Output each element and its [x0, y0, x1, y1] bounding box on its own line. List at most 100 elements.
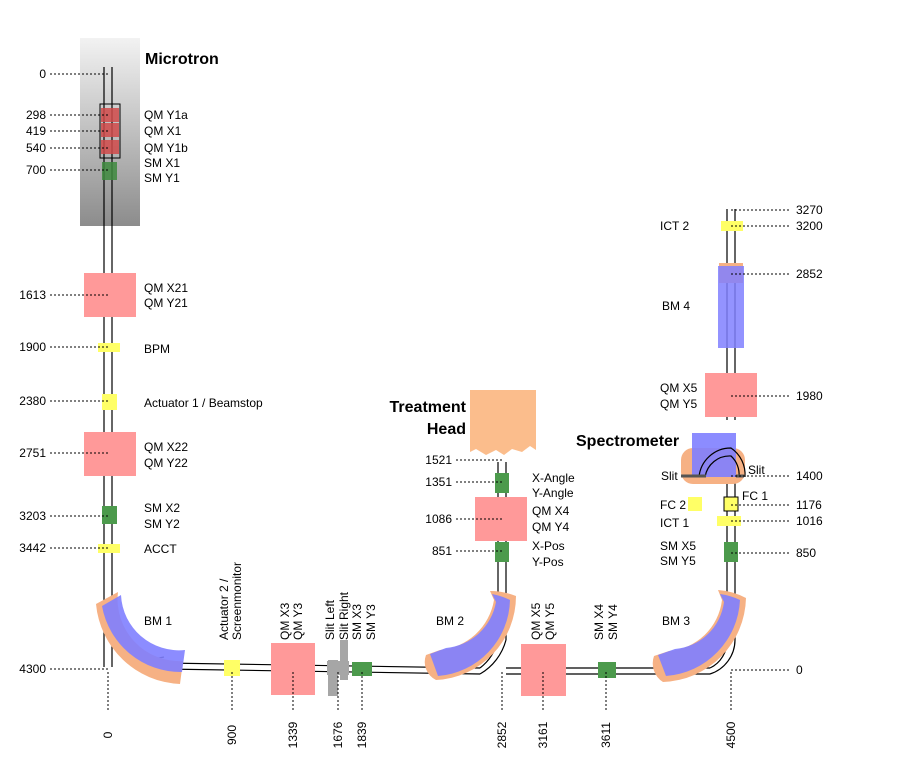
bending-magnet-4	[718, 266, 744, 348]
quadrupole-qm-5	[705, 373, 757, 417]
label-qm-x3: QM X3	[278, 602, 292, 640]
right-element-labels: ICT 2 BM 4 QM X5 QM Y5 Slit Slit FC 2 FC…	[660, 219, 768, 568]
middle-position: 1086	[425, 512, 452, 526]
bottom-position: 0	[101, 731, 115, 738]
steerer-sm-2	[102, 506, 117, 524]
label-ict-2: ICT 2	[660, 219, 689, 233]
bottom-element-labels: Actuator 2 / Screenmonitor QM X3 QM Y3 S…	[217, 562, 690, 640]
position-monitor	[495, 542, 509, 562]
label-sm-y5: SM Y5	[660, 554, 696, 568]
label-qm-y5-bottom: QM Y5	[543, 603, 557, 640]
middle-position: 1351	[425, 475, 452, 489]
middle-position: 1521	[425, 453, 452, 467]
label-qm-y22: QM Y22	[144, 456, 188, 470]
label-x-angle: X-Angle	[532, 471, 575, 485]
left-position: 0	[39, 67, 46, 81]
label-sm-x4: SM X4	[592, 604, 606, 640]
bottom-position: 1676	[331, 721, 345, 748]
right-position-numbers: 3270 3200 2852 1980 1400 1176 1016 850 0	[796, 203, 823, 677]
bottom-position: 1339	[286, 721, 300, 748]
label-bm1: BM 1	[144, 614, 172, 628]
left-position: 2380	[19, 394, 46, 408]
left-position: 1900	[19, 340, 46, 354]
label-qm-y1a: QM Y1a	[144, 108, 188, 122]
left-element-labels: QM Y1a QM X1 QM Y1b SM X1 SM Y1 QM X21 Q…	[144, 108, 263, 628]
label-actuator-1: Actuator 1 / Beamstop	[144, 396, 263, 410]
label-bpm: BPM	[144, 342, 170, 356]
label-x-pos: X-Pos	[532, 539, 565, 553]
right-position: 3200	[796, 219, 823, 233]
bottom-position: 3161	[536, 721, 550, 748]
label-acct: ACCT	[144, 542, 177, 556]
steerer-sm-4	[598, 662, 616, 678]
label-y-pos: Y-Pos	[532, 555, 564, 569]
steerer-sm-5	[724, 542, 738, 562]
spectrometer-title: Spectrometer	[576, 433, 679, 450]
ict-1	[717, 516, 741, 526]
spectrometer-magnet	[692, 433, 736, 477]
leader-lines	[50, 73, 790, 712]
faraday-cup-2	[688, 497, 702, 511]
right-position: 1980	[796, 389, 823, 403]
bottom-position: 900	[225, 725, 239, 745]
label-sm-x1: SM X1	[144, 156, 180, 170]
slit-horizontal	[328, 660, 338, 696]
middle-element-labels: X-Angle Y-Angle QM X4 QM Y4 X-Pos Y-Pos	[532, 471, 575, 569]
label-slit-left: Slit Left	[323, 599, 337, 640]
bottom-position: 3611	[599, 722, 613, 748]
quadrupole-qm-5-bottom	[521, 644, 566, 696]
label-bm3: BM 3	[662, 614, 690, 628]
bpm-monitor	[98, 343, 120, 352]
middle-position: 851	[432, 544, 452, 558]
left-position-numbers: 0 298 419 540 700 1613 1900 2380 2751 32…	[19, 67, 46, 676]
label-sm-x3: SM X3	[350, 604, 364, 640]
quadrupole-qm-22	[84, 432, 136, 476]
treatment-head	[470, 390, 536, 455]
microtron-title: Microtron	[145, 51, 219, 68]
label-ict-1: ICT 1	[660, 516, 689, 530]
acct-monitor	[98, 544, 120, 553]
left-position: 298	[26, 108, 46, 122]
label-sm-y2: SM Y2	[144, 517, 180, 531]
label-qm-x1: QM X1	[144, 124, 182, 138]
treatment-head-title-line2: Head	[427, 421, 466, 438]
label-slit-right: Slit Right	[337, 591, 351, 640]
label-actuator-2-line2: Screenmonitor	[230, 562, 244, 640]
faraday-cup-1	[723, 496, 739, 512]
left-position: 1613	[19, 288, 46, 302]
treatment-head-title-line1: Treatment	[390, 399, 467, 416]
label-sm-y4: SM Y4	[606, 604, 620, 640]
left-position: 540	[26, 141, 46, 155]
label-slit-left-spectrometer: Slit	[661, 469, 678, 483]
label-sm-x2: SM X2	[144, 501, 180, 515]
bottom-position: 1839	[355, 721, 369, 748]
label-qm-x21: QM X21	[144, 281, 188, 295]
steerer-sm-3	[352, 662, 372, 676]
label-bm4: BM 4	[662, 299, 690, 313]
bottom-position: 2852	[495, 721, 509, 748]
actuator-2	[224, 660, 240, 676]
left-position: 3442	[19, 541, 46, 555]
label-slit-right-spectrometer: Slit	[748, 463, 765, 477]
label-qm-y3: QM Y3	[291, 603, 305, 640]
bending-magnet-2	[430, 594, 510, 676]
quadrupole-qm-y1a	[101, 108, 119, 122]
label-y-angle: Y-Angle	[532, 486, 574, 500]
left-position: 4300	[19, 662, 46, 676]
left-position: 2751	[19, 446, 46, 460]
left-position: 419	[26, 124, 46, 138]
right-position: 1176	[796, 498, 822, 512]
label-bm2: BM 2	[436, 614, 464, 628]
spectrometer-beam-arc	[698, 447, 746, 478]
label-qm-y5: QM Y5	[660, 397, 697, 411]
quadrupole-qm-y1b	[101, 140, 119, 154]
angle-monitor	[495, 473, 509, 493]
bending-magnet-3	[658, 594, 740, 676]
label-qm-x5-bottom: QM X5	[529, 602, 543, 640]
spectrometer-beam-arc-inner	[704, 455, 740, 478]
label-qm-y1b: QM Y1b	[144, 141, 188, 155]
right-position: 850	[796, 546, 816, 560]
label-qm-y21: QM Y21	[144, 296, 188, 310]
